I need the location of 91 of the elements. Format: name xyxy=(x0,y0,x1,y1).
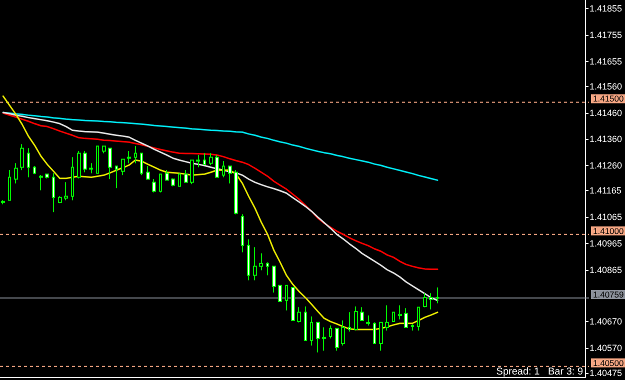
line-series xyxy=(2,112,438,302)
candlestick xyxy=(417,306,420,332)
y-tick-label: 1.40670 xyxy=(589,316,622,327)
candlestick xyxy=(429,292,433,310)
candlestick xyxy=(152,178,156,193)
candlestick xyxy=(83,150,87,173)
candlestick xyxy=(423,292,427,308)
candlestick xyxy=(127,150,131,164)
candlestick xyxy=(108,148,112,180)
candlestick xyxy=(20,144,24,171)
y-tick-label: 1.41560 xyxy=(589,81,622,92)
candlestick xyxy=(222,160,225,178)
candlestick xyxy=(184,170,188,183)
candlestick xyxy=(121,158,125,176)
candlestick xyxy=(373,322,376,344)
candlestick xyxy=(322,326,326,352)
ref-line-label: 1.40759 xyxy=(593,290,624,300)
candlestick xyxy=(272,266,276,293)
y-tick-label: 1.41065 xyxy=(589,212,622,222)
candlestick xyxy=(14,162,18,184)
candlestick xyxy=(8,170,11,201)
candlestick xyxy=(146,166,150,180)
candlestick xyxy=(102,146,106,154)
candlestick xyxy=(178,172,181,187)
candlestick xyxy=(171,178,175,187)
y-tick-label: 1.41165 xyxy=(589,186,622,196)
y-tick-label: 1.41655 xyxy=(589,56,622,66)
candlestick xyxy=(52,172,55,213)
y-tick-label: 1.41360 xyxy=(589,134,622,144)
candlestick xyxy=(33,166,36,175)
candlestick xyxy=(341,320,345,346)
candlestick xyxy=(71,156,74,201)
candlestick xyxy=(165,170,169,181)
candlestick xyxy=(335,328,339,352)
candlestick xyxy=(115,166,118,189)
candlestick xyxy=(360,306,364,321)
candlestick xyxy=(348,312,351,332)
candlestick xyxy=(285,284,288,311)
candlestick xyxy=(203,152,206,165)
candlestick xyxy=(297,306,301,323)
candlestick xyxy=(385,304,389,332)
candlestick xyxy=(304,306,307,342)
candlestick xyxy=(234,170,238,215)
candlestick xyxy=(354,306,358,332)
candlestick xyxy=(392,312,395,322)
y-tick-label: 1.40965 xyxy=(589,238,622,249)
candlestick xyxy=(411,324,414,332)
candlestick xyxy=(196,154,200,168)
candlestick xyxy=(39,174,43,191)
candlestick xyxy=(190,160,194,185)
y-tick-label: 1.41855 xyxy=(589,3,622,14)
candlestick xyxy=(45,174,49,179)
candlestick xyxy=(64,182,68,201)
candlestick xyxy=(291,286,295,321)
candlestick xyxy=(379,322,383,352)
candlestick xyxy=(436,286,439,304)
candlestick xyxy=(27,148,30,178)
candlestick xyxy=(310,316,313,346)
y-tick-label: 1.40865 xyxy=(589,265,622,276)
candlestick xyxy=(77,150,81,179)
line-series xyxy=(2,112,438,270)
y-tick-label: 1.41460 xyxy=(589,108,622,118)
candlestick xyxy=(96,146,99,174)
ref-line-label: 1.41500 xyxy=(593,94,624,104)
candlestick xyxy=(140,152,143,176)
candlestick xyxy=(215,154,219,178)
line-series xyxy=(2,95,438,330)
candlestick xyxy=(58,196,62,204)
candlestick xyxy=(398,304,402,320)
y-tick-label: 1.40475 xyxy=(589,368,622,378)
candlestick xyxy=(266,262,269,276)
candlestick xyxy=(259,252,263,271)
candlestick xyxy=(159,174,162,193)
candlestick xyxy=(209,152,213,166)
text: Spread: 1 Bar 3: 9 xyxy=(496,366,584,378)
candlestick xyxy=(253,246,257,281)
candlestick xyxy=(278,284,282,302)
candlestick xyxy=(404,308,408,328)
ref-line-label: 1.40500 xyxy=(593,358,624,368)
candlestick xyxy=(241,214,244,253)
candlestick xyxy=(134,146,137,164)
candlestick xyxy=(247,238,250,281)
candlestick xyxy=(89,162,93,174)
candlestick xyxy=(316,322,320,353)
candlestick xyxy=(228,166,232,184)
y-tick-label: 1.41755 xyxy=(589,30,622,40)
y-tick-label: 1.40570 xyxy=(589,342,622,353)
candlestick xyxy=(366,314,370,326)
candlestick xyxy=(329,324,332,339)
ref-line-label: 1.41000 xyxy=(593,226,624,236)
y-tick-label: 1.41260 xyxy=(589,160,622,171)
